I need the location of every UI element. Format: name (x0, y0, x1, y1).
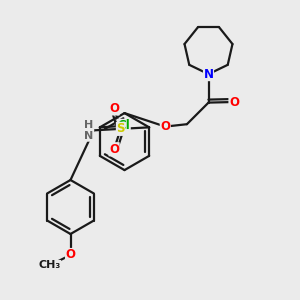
Text: O: O (160, 120, 170, 133)
Text: S: S (116, 122, 125, 135)
Text: O: O (109, 143, 119, 156)
Text: Cl: Cl (117, 119, 130, 132)
Text: H
N: H N (84, 119, 94, 141)
Text: O: O (109, 102, 119, 115)
Text: CH₃: CH₃ (38, 260, 61, 271)
Text: N: N (203, 68, 214, 81)
Text: O: O (65, 248, 76, 262)
Text: O: O (229, 95, 239, 109)
Text: methoxy: methoxy (50, 264, 56, 266)
